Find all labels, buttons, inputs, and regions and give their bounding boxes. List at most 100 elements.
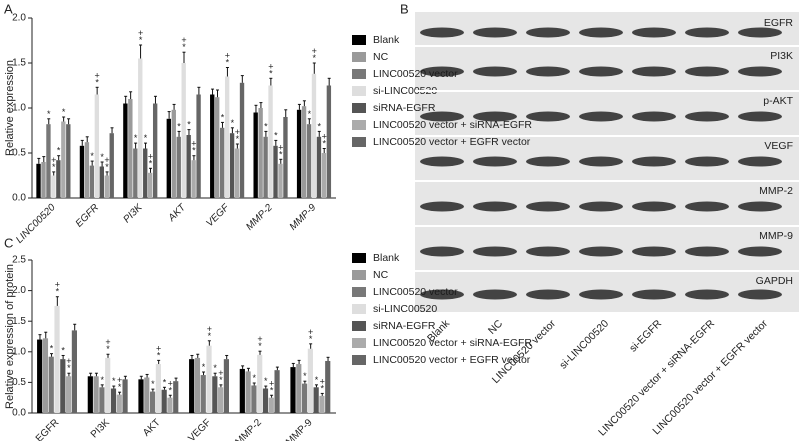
bar	[301, 383, 308, 413]
blot-band	[738, 27, 782, 38]
bar	[123, 103, 128, 198]
y-tick-label: 0.0	[12, 408, 26, 419]
bar	[283, 117, 288, 198]
blot-band	[685, 27, 729, 38]
x-tick-label: LINC00520	[14, 202, 58, 246]
bar	[66, 124, 71, 198]
significance-mark: *	[317, 122, 321, 132]
bar	[173, 381, 179, 413]
significance-mark: + *	[156, 344, 161, 361]
bar	[89, 165, 95, 198]
blot-band	[685, 66, 729, 77]
y-tick-label: 2.0	[12, 285, 26, 296]
significance-mark: *	[57, 146, 61, 156]
significance-mark: + *	[218, 368, 223, 385]
bar	[257, 354, 263, 413]
bar	[212, 376, 218, 413]
bar	[194, 357, 201, 413]
y-tick-label: 2.5	[12, 255, 26, 266]
significance-mark: *	[151, 380, 155, 390]
significance-mark: *	[213, 364, 217, 374]
bar	[54, 305, 60, 413]
blot-band	[473, 201, 517, 212]
bar	[326, 85, 332, 198]
panel-label: C	[4, 235, 13, 250]
bar	[66, 376, 72, 413]
bar	[104, 175, 109, 198]
bar	[41, 162, 46, 198]
significance-mark: *	[62, 107, 66, 117]
significance-mark: + *	[138, 28, 143, 45]
blot-band	[738, 156, 782, 167]
blot-band	[632, 201, 676, 212]
legend-label: Blank	[373, 252, 400, 264]
bar	[181, 63, 186, 198]
x-tick-label: VEGF	[204, 202, 232, 230]
bar	[37, 339, 43, 413]
significance-mark: *	[221, 113, 225, 123]
significance-mark: *	[112, 376, 116, 386]
lane-label: si-EGFR	[627, 317, 664, 354]
bar	[239, 368, 245, 413]
legend-label: siRNA-EGFR	[373, 102, 436, 114]
legend-label: Blank	[373, 34, 400, 46]
bar	[61, 121, 66, 198]
bar	[239, 82, 245, 198]
legend-label: siRNA-EGFR	[373, 320, 436, 332]
legend-swatch	[352, 270, 366, 280]
bar	[206, 345, 212, 413]
bar	[200, 375, 206, 413]
bar	[155, 364, 161, 413]
x-tick-label: AKT	[166, 202, 189, 225]
y-tick-label: 0.0	[12, 193, 26, 204]
bar	[196, 94, 201, 198]
blot-band	[632, 66, 676, 77]
protein-label: EGFR	[764, 17, 794, 29]
significance-mark: + *	[117, 376, 122, 393]
bar	[219, 127, 225, 198]
blot-band	[526, 27, 570, 38]
bar	[245, 371, 251, 413]
legend-swatch	[352, 253, 366, 263]
blot-band	[526, 111, 570, 122]
bar	[138, 58, 143, 198]
x-tick-label: MMP-9	[284, 417, 315, 441]
y-tick-label: 1.0	[12, 103, 26, 114]
significance-mark: + *	[268, 62, 273, 79]
significance-mark: *	[50, 344, 54, 354]
y-tick-label: 1.5	[12, 58, 26, 69]
bar	[301, 106, 307, 198]
significance-mark: + *	[104, 155, 109, 172]
bar	[229, 133, 235, 198]
bar	[268, 397, 274, 413]
bar	[87, 376, 93, 413]
blot-band	[526, 66, 570, 77]
blot-band	[685, 156, 729, 167]
panel-label: A	[4, 1, 13, 16]
x-tick-label: EGFR	[34, 417, 61, 441]
significance-mark: *	[264, 376, 268, 386]
bar	[105, 357, 111, 413]
bar	[133, 148, 138, 198]
bar	[278, 163, 283, 198]
bar	[223, 359, 229, 413]
blot-band	[579, 66, 623, 77]
bar	[186, 135, 191, 198]
bar	[253, 112, 258, 198]
significance-mark: *	[303, 372, 307, 382]
significance-mark: + *	[257, 335, 262, 352]
lane-label: NC	[486, 317, 506, 337]
blot-band	[738, 246, 782, 257]
significance-mark: + *	[225, 51, 230, 68]
significance-mark: *	[144, 133, 148, 143]
legend-label: LINC00520 vector + siRNA-EGFR	[373, 337, 532, 349]
bar	[268, 85, 273, 198]
protein-label: VEGF	[764, 140, 793, 152]
blot-band	[579, 201, 623, 212]
bar	[84, 142, 90, 198]
protein-label: GAPDH	[756, 275, 793, 287]
bar	[262, 388, 269, 413]
bar	[171, 109, 176, 198]
significance-mark: + *	[51, 155, 56, 172]
